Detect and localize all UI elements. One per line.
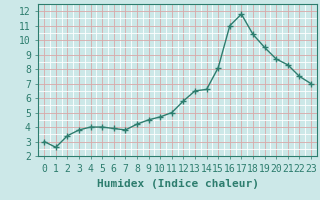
X-axis label: Humidex (Indice chaleur): Humidex (Indice chaleur) [97, 179, 259, 189]
